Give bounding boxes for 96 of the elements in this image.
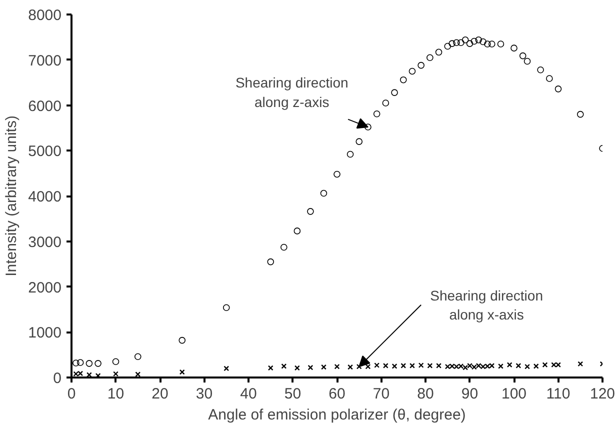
- point: [453, 39, 460, 46]
- point: [179, 369, 185, 375]
- point: [364, 124, 372, 130]
- x-tick-label: 0: [67, 386, 76, 402]
- point: [475, 36, 482, 44]
- point: [178, 336, 186, 344]
- point: [334, 364, 340, 370]
- point: [480, 38, 486, 46]
- x-tick-label: 30: [196, 386, 213, 402]
- point: [222, 304, 230, 312]
- x-tick-label: 100: [501, 386, 527, 402]
- point: [356, 138, 363, 145]
- x-tick-label: 60: [328, 386, 346, 402]
- point: [498, 363, 504, 369]
- y-axis-title: Intensity (arbitrary units): [3, 116, 20, 276]
- point: [554, 86, 562, 92]
- point: [400, 76, 407, 84]
- point: [391, 89, 398, 96]
- point: [458, 39, 464, 46]
- point: [348, 364, 353, 370]
- point: [410, 362, 415, 368]
- point: [267, 258, 274, 266]
- x-tick-label: 70: [372, 386, 390, 402]
- point: [113, 371, 118, 377]
- point: [365, 364, 371, 370]
- point: [94, 360, 102, 367]
- point: [86, 360, 93, 367]
- point: [72, 360, 80, 366]
- point: [506, 362, 512, 368]
- y-tick-label: 2000: [28, 279, 62, 296]
- point: [426, 54, 434, 61]
- point: [537, 66, 544, 74]
- point: [308, 364, 314, 370]
- y-tick-label: 4000: [28, 188, 62, 206]
- point: [134, 353, 142, 360]
- y-tick-label: 8000: [28, 7, 62, 24]
- point: [427, 362, 433, 368]
- point: [470, 38, 478, 45]
- point: [382, 362, 388, 368]
- point: [578, 361, 584, 367]
- x-tick-label: 80: [417, 386, 434, 402]
- x-tick-label: 20: [152, 386, 168, 402]
- point: [488, 40, 496, 48]
- point: [524, 58, 531, 65]
- point: [280, 244, 288, 251]
- y-tick-label: 6000: [28, 98, 62, 115]
- point: [519, 52, 526, 60]
- point: [444, 42, 452, 50]
- point: [497, 40, 504, 48]
- point: [373, 110, 380, 118]
- point: [112, 358, 120, 366]
- annotation: Shearing direction along z-axis: [235, 74, 348, 110]
- x-tick-label: 10: [107, 386, 124, 402]
- point: [294, 365, 300, 371]
- point: [436, 362, 442, 368]
- point: [400, 362, 406, 368]
- y-tick-label: 1000: [28, 324, 62, 342]
- point: [516, 362, 522, 368]
- point: [462, 36, 469, 44]
- point: [382, 100, 390, 106]
- x-tick-label: 50: [284, 386, 302, 402]
- point: [510, 44, 518, 52]
- point: [321, 364, 326, 370]
- point: [448, 40, 456, 47]
- point: [76, 359, 84, 366]
- point: [576, 110, 584, 118]
- annotation: Shearing direction along x-axis: [430, 287, 543, 322]
- point: [484, 40, 491, 48]
- point: [320, 190, 328, 197]
- point: [307, 208, 314, 215]
- point: [466, 40, 474, 47]
- point: [435, 48, 442, 56]
- point: [374, 362, 380, 368]
- point: [294, 228, 301, 234]
- point: [418, 62, 424, 69]
- x-tick-label: 110: [546, 386, 570, 402]
- x-axis-title: Angle of emission polarizer (θ, degree): [208, 406, 466, 424]
- y-tick-label: 3000: [28, 234, 62, 251]
- y-tick-label: 7000: [28, 52, 62, 70]
- x-tick-label: 40: [240, 386, 257, 402]
- x-tick-label: 120: [590, 386, 616, 402]
- point: [542, 362, 548, 368]
- point: [224, 366, 230, 372]
- point: [334, 170, 340, 178]
- point: [346, 150, 354, 158]
- point: [408, 68, 416, 75]
- point: [533, 363, 539, 369]
- point: [392, 363, 398, 369]
- x-tick-label: 90: [461, 386, 478, 402]
- point: [268, 365, 274, 371]
- point: [524, 364, 530, 370]
- y-tick-label: 0: [53, 370, 62, 387]
- point: [418, 362, 424, 368]
- y-tick-label: 5000: [28, 143, 62, 160]
- point: [546, 75, 553, 82]
- point: [281, 363, 287, 369]
